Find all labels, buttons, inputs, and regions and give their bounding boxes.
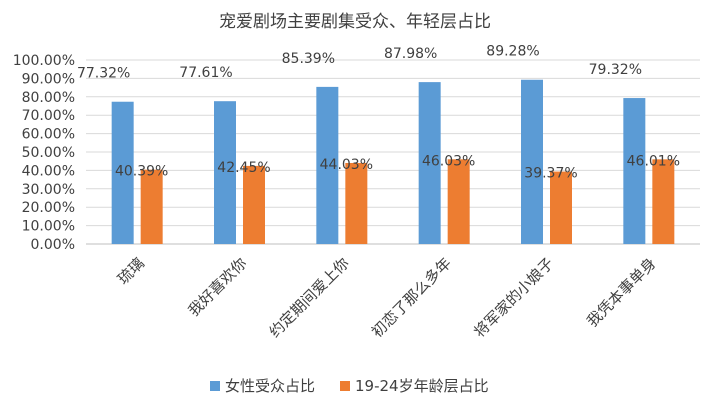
bars [111, 79, 675, 245]
data-label: 39.37% [524, 166, 577, 182]
y-tick-label: 40.00% [22, 163, 75, 179]
bar-age-19-24 [447, 159, 470, 244]
data-label: 46.01% [627, 153, 680, 169]
x-category-label: 约定期间爱上你 [266, 254, 353, 341]
bar-female [214, 101, 236, 244]
data-label: 44.03% [320, 157, 373, 173]
y-tick-label: 60.00% [22, 127, 75, 143]
y-axis-tick-labels: 0.00% 10.00% 20.00% 30.00% 40.00% 50.00% 60.00… [13, 53, 75, 253]
data-labels: 77.32% 40.39% 77.61% 42.45% 85.39% 44.03% 87.9… [77, 44, 680, 182]
data-label: 85.39% [282, 51, 335, 67]
bar-age-19-24 [652, 159, 675, 244]
x-category-label: 初恋了那么多年 [368, 254, 455, 341]
x-axis-category-labels: 琉璃 我好喜欢你 约定期间爱上你 初恋了那么多年 将军家的小娘子 我凭本事单身 [114, 254, 660, 341]
data-label: 42.45% [217, 160, 270, 176]
x-category-label: 我凭本事单身 [583, 254, 659, 330]
x-category-label: 琉璃 [114, 254, 148, 288]
y-tick-label: 0.00% [31, 237, 75, 253]
legend-swatch [210, 381, 220, 391]
data-label: 40.39% [115, 164, 168, 180]
bar-female [521, 79, 543, 245]
data-label: 89.28% [486, 44, 539, 60]
y-tick-label: 30.00% [22, 182, 75, 198]
data-label: 77.61% [179, 65, 232, 81]
data-label: 46.03% [422, 153, 475, 169]
legend-label: 19-24岁年龄层占比 [355, 377, 489, 395]
legend-swatch [340, 381, 350, 391]
bar-female [316, 86, 339, 244]
y-tick-label: 80.00% [22, 90, 75, 106]
bar-female [418, 82, 441, 245]
y-tick-label: 100.00% [13, 53, 75, 69]
data-label: 79.32% [589, 62, 642, 78]
legend: 女性受众占比 19-24岁年龄层占比 [210, 377, 489, 395]
y-tick-label: 10.00% [22, 219, 75, 235]
data-label: 77.32% [77, 66, 130, 82]
chart-title: 宠爱剧场主要剧集受众、年轻层占比 [219, 12, 491, 32]
bar-female [623, 98, 646, 244]
gridlines [86, 59, 700, 245]
data-label: 87.98% [384, 46, 437, 62]
bar-age-19-24 [550, 171, 572, 244]
y-tick-label: 90.00% [22, 71, 75, 87]
y-tick-label: 70.00% [22, 108, 75, 124]
x-category-label: 将军家的小娘子 [470, 254, 557, 341]
x-category-label: 我好喜欢你 [185, 254, 251, 320]
bar-female [111, 101, 134, 244]
y-tick-label: 20.00% [22, 200, 75, 216]
bar-age-19-24 [243, 165, 265, 244]
legend-label: 女性受众占比 [225, 377, 315, 395]
bar-age-19-24 [345, 162, 368, 244]
bar-age-19-24 [140, 169, 163, 244]
y-tick-label: 50.00% [22, 145, 75, 161]
